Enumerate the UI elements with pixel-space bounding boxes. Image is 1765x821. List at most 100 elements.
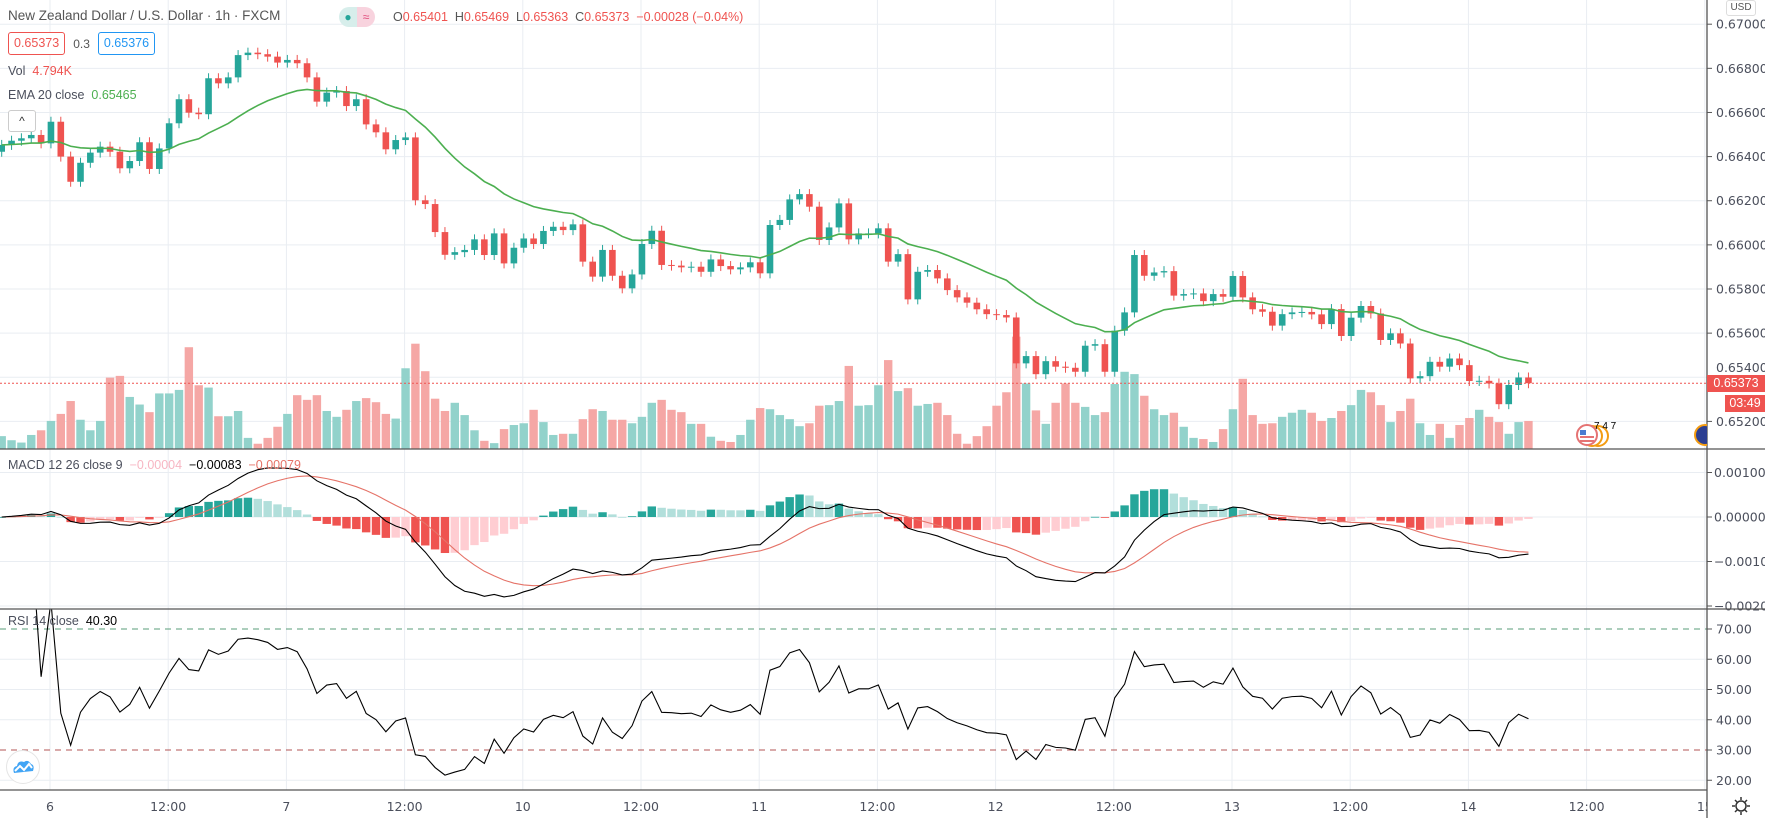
time-tick-label: 6 (46, 799, 54, 814)
volume-bar (184, 347, 194, 449)
macd-histogram-bar (933, 517, 942, 528)
macd-histogram-bar (322, 517, 331, 524)
candle-body (1347, 317, 1355, 337)
candle-body (1278, 314, 1286, 326)
price-tick-label: 0.66800 (1716, 61, 1765, 76)
volume-bar (627, 423, 637, 449)
macd-label: MACD 12 26 close 9 (8, 458, 123, 472)
volume-bar (933, 402, 942, 449)
candle-body (96, 146, 104, 153)
macd-histogram-bar (1258, 516, 1267, 518)
candle-body (599, 249, 606, 277)
settings-gear-icon[interactable] (1731, 796, 1751, 816)
macd-histogram-bar (1051, 517, 1060, 531)
macd-histogram-bar (391, 517, 400, 538)
collapse-legend-button[interactable]: ^ (8, 110, 36, 132)
bar-countdown: 03:49 (1725, 395, 1765, 412)
candle-body (510, 247, 518, 264)
macd-histogram-bar (490, 517, 499, 536)
candle-body (934, 270, 941, 279)
macd-histogram-bar (1366, 517, 1376, 518)
macd-histogram-bar (627, 516, 637, 518)
macd-histogram-bar (943, 517, 952, 529)
volume-bar (460, 415, 469, 449)
macd-hist-value: −0.00004 (129, 458, 183, 472)
macd-histogram-bar (736, 510, 745, 517)
candle-body (973, 302, 981, 310)
volume-bar (952, 433, 962, 449)
ema-legend[interactable]: EMA 20 close 0.65465 (8, 88, 137, 102)
rsi-legend[interactable]: RSI 14 close 40.30 (8, 614, 117, 628)
candle-body (244, 52, 252, 56)
currency-button[interactable]: USD (1726, 0, 1756, 16)
volume-bar (224, 416, 233, 449)
candle-body (421, 200, 429, 205)
time-tick-label: 14 (1460, 799, 1476, 814)
volume-bar (233, 410, 243, 449)
macd-histogram-bar (874, 514, 883, 517)
volume-bar (637, 416, 647, 449)
candle-body (471, 239, 478, 250)
candle-body (87, 152, 94, 163)
macd-histogram-bar (1376, 517, 1385, 521)
market-status-badge[interactable]: ● ≈ (339, 7, 375, 27)
volume-bar (509, 425, 519, 449)
volume-bar (746, 419, 755, 449)
volume-bar (204, 387, 213, 449)
macd-histogram-bar (558, 509, 568, 517)
macd-histogram-bar (529, 517, 538, 521)
candle-body (697, 266, 705, 272)
macd-line (1, 467, 1529, 598)
volume-bar (884, 360, 893, 449)
macd-histogram-bar (76, 517, 85, 523)
candle-body (658, 230, 665, 265)
candle-body (67, 156, 74, 182)
time-tick-label: 12:00 (1332, 799, 1368, 814)
candle-body (687, 266, 695, 268)
volume-bar (874, 385, 883, 449)
price-tick-label: 0.65400 (1716, 360, 1765, 375)
macd-histogram-bar (184, 506, 194, 517)
candle-body (1042, 361, 1050, 375)
volume-bar (519, 423, 528, 449)
nz-event-marker[interactable] (1693, 423, 1707, 452)
macd-histogram-bar (283, 507, 292, 517)
rsi-layer (35, 609, 1529, 776)
economic-events-marker[interactable]: 7 4 7 (1576, 421, 1620, 452)
macd-legend[interactable]: MACD 12 26 close 9 −0.00004 −0.00083 −0.… (8, 458, 301, 472)
buy-button[interactable]: 0.65376 (97, 32, 156, 55)
volume-bar (1071, 402, 1080, 449)
macd-histogram-bar (677, 509, 686, 517)
volume-bar (470, 430, 479, 449)
volume-bar (568, 433, 578, 449)
candle-body (1091, 344, 1099, 346)
price-tick-label: 0.67000 (1716, 17, 1765, 32)
volume-bar (1327, 417, 1336, 449)
candle-body (983, 309, 990, 315)
close-label: C (575, 10, 585, 24)
candle-body (1485, 380, 1493, 384)
candle-body (1456, 358, 1463, 366)
candle-body (737, 267, 744, 270)
macd-histogram-bar (1090, 516, 1100, 518)
macd-histogram-bar (401, 517, 410, 537)
sell-button[interactable]: 0.65373 (8, 32, 66, 55)
candle-body (1012, 317, 1020, 364)
candle-body (1121, 312, 1128, 331)
macd-histogram-bar (1061, 517, 1070, 529)
candle-body (77, 162, 84, 182)
volume-legend[interactable]: Vol 4.794K (8, 64, 72, 78)
volume-bar (1317, 420, 1326, 449)
candle-body (116, 151, 124, 169)
volume-bar (0, 436, 6, 449)
symbol-title[interactable]: New Zealand Dollar / U.S. Dollar · 1h · … (8, 8, 281, 23)
macd-histogram-bar (66, 517, 75, 523)
candle-body (353, 99, 360, 107)
macd-histogram-bar (125, 517, 134, 521)
tradingview-logo[interactable] (6, 750, 40, 784)
price-tick-label: 0.66000 (1716, 237, 1765, 252)
volume-bar (105, 377, 115, 449)
last-price-label: 0.65373 (1707, 375, 1765, 392)
macd-histogram-bar (233, 498, 243, 517)
